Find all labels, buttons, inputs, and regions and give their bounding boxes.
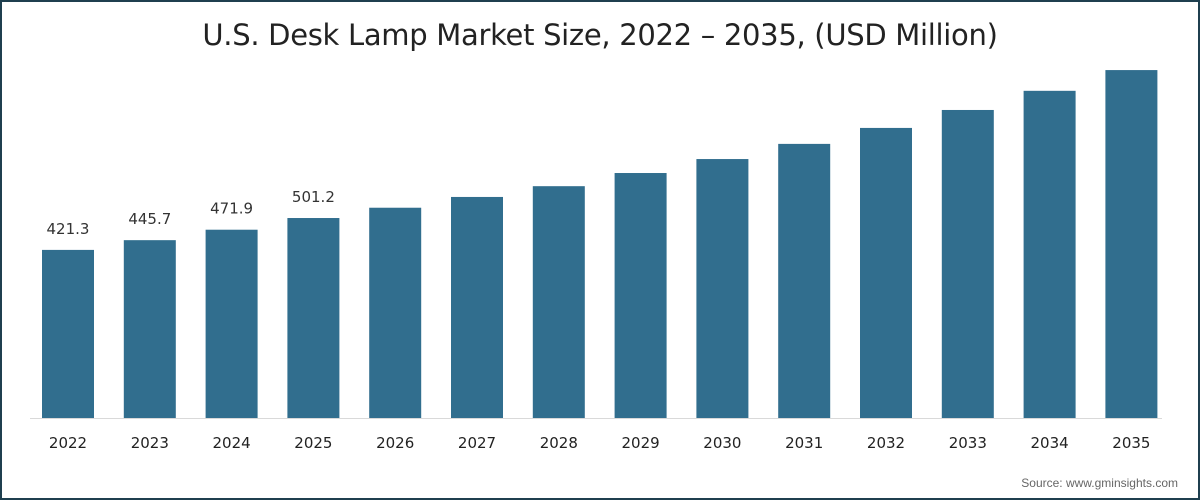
x-tick-label-2033: 2033 xyxy=(949,434,987,452)
bar-2035 xyxy=(1105,70,1158,419)
x-tick-label-2026: 2026 xyxy=(376,434,414,452)
bar-2030 xyxy=(696,159,749,418)
data-label-2024: 471.9 xyxy=(210,200,253,218)
x-tick-label-2023: 2023 xyxy=(131,434,169,452)
x-tick-label-2031: 2031 xyxy=(785,434,823,452)
bar-2023 xyxy=(123,240,176,418)
bar-2027 xyxy=(451,196,503,418)
bar-2022 xyxy=(42,249,94,418)
x-tick-label-2027: 2027 xyxy=(458,434,496,452)
bar-2031 xyxy=(778,143,831,418)
x-tick-label-2028: 2028 xyxy=(540,434,578,452)
bar-2032 xyxy=(860,127,912,418)
bar-2028 xyxy=(532,186,585,418)
bar-2029 xyxy=(614,173,667,418)
x-tick-label-2024: 2024 xyxy=(213,434,251,452)
x-tick-label-2022: 2022 xyxy=(49,434,87,452)
x-tick-label-2030: 2030 xyxy=(703,434,741,452)
x-tick-label-2029: 2029 xyxy=(622,434,660,452)
data-label-2025: 501.2 xyxy=(292,188,335,206)
x-tick-label-2035: 2035 xyxy=(1112,434,1150,452)
bar-2034 xyxy=(1023,90,1076,418)
bar-2026 xyxy=(369,207,422,418)
bar-2024 xyxy=(205,229,258,418)
chart-title: U.S. Desk Lamp Market Size, 2022 – 2035,… xyxy=(202,18,998,52)
bar-2025 xyxy=(287,218,340,418)
data-label-2023: 445.7 xyxy=(128,210,171,228)
source-note: Source: www.gminsights.com xyxy=(1021,476,1178,490)
x-tick-label-2025: 2025 xyxy=(294,434,332,452)
bar-2033 xyxy=(941,109,994,419)
x-tick-label-2034: 2034 xyxy=(1031,434,1069,452)
data-label-2022: 421.3 xyxy=(47,220,90,238)
x-tick-label-2032: 2032 xyxy=(867,434,905,452)
